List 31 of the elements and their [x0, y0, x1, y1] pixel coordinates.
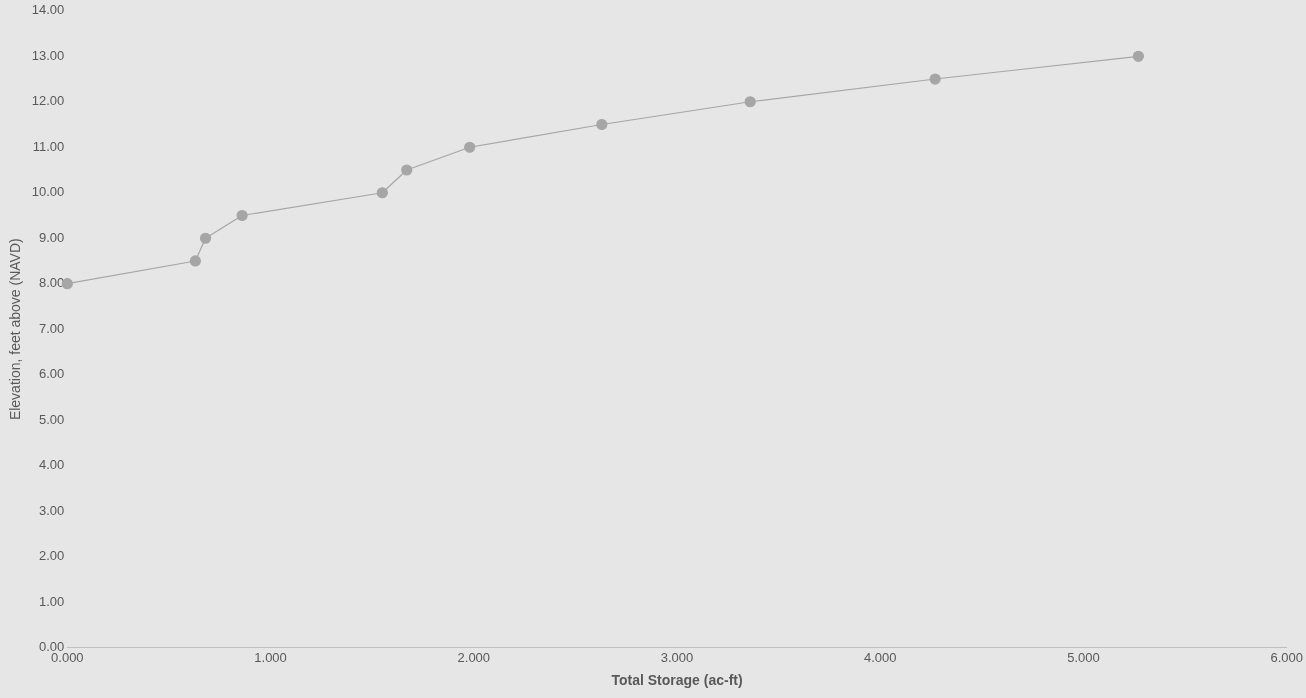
point: [401, 164, 413, 176]
point: [929, 73, 941, 85]
x-tick-label: 5.000: [1067, 649, 1100, 665]
y-tick-label: 9.00: [39, 229, 65, 245]
point: [464, 141, 476, 153]
y-tick-label: 7.00: [39, 320, 65, 336]
point: [189, 255, 201, 267]
y-tick-label: 11.00: [32, 138, 65, 154]
y-tick-label: 3.00: [39, 502, 65, 518]
point: [596, 118, 608, 131]
x-tick-label: 1.000: [254, 649, 287, 665]
y-tick-label: 6.00: [39, 366, 65, 382]
y-tick-label: 5.00: [39, 411, 65, 427]
point: [199, 232, 212, 244]
x-axis-title: Total Storage (ac-ft): [611, 672, 743, 689]
point: [376, 187, 388, 199]
y-tick-label: 1.00: [39, 593, 65, 609]
point: [236, 209, 248, 222]
x-tick-label: 3.000: [660, 649, 694, 665]
point: [744, 96, 756, 108]
point: [1132, 50, 1144, 62]
y-tick-label: 13.00: [31, 47, 65, 63]
x-tick-label: 4.000: [863, 649, 897, 665]
y-tick-label: 14.00: [31, 2, 65, 18]
y-tick-label: 10.00: [31, 184, 65, 200]
y-axis-title: Elevation, feet above (NAVD): [7, 238, 24, 421]
y-tick-label: 12.00: [31, 93, 65, 109]
y-tick-label: 4.00: [39, 457, 65, 473]
y-tick-label: 2.00: [39, 548, 65, 564]
x-tick-label: 6.000: [1270, 649, 1304, 665]
x-tick-label: 2.000: [457, 649, 491, 665]
